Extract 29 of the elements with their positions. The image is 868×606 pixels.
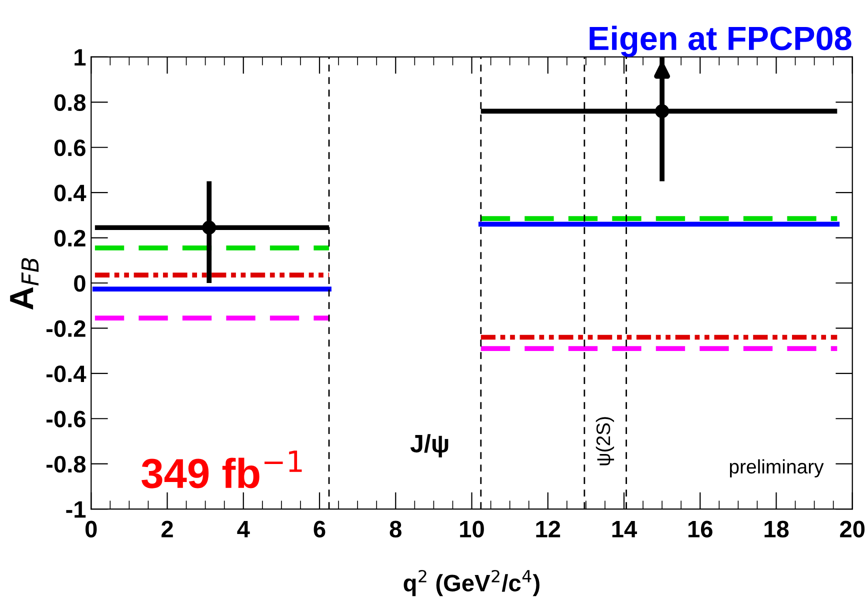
annotation: preliminary (730, 459, 824, 478)
y-tick-label: 0 (74, 275, 86, 292)
annotation: ψ(2S) (596, 417, 614, 466)
x-tick-label: 0 (86, 520, 97, 538)
y-tick-label: -0.6 (46, 410, 86, 428)
x-tick-label: 8 (390, 520, 402, 538)
x-tick-label: 2 (162, 520, 173, 538)
x-tick-label: 14 (612, 521, 638, 538)
x-tick-label: 6 (314, 520, 326, 538)
y-tick-label: 0.6 (54, 139, 86, 156)
annotation: J/ψ (410, 434, 448, 458)
y-axis-title: A$_{FB}$ (10, 258, 39, 310)
annotation: 349 fb$^{−1}$ (142, 450, 302, 488)
y-tick-label: 1 (74, 49, 86, 66)
chart-title: Eigen at FPCP08 (590, 26, 852, 57)
x-tick-label: 4 (237, 521, 250, 538)
x-tick-label: 12 (536, 520, 560, 538)
y-tick-label: -1 (66, 501, 86, 518)
y-tick-label: 0.4 (54, 184, 86, 202)
y-tick-label: -0.2 (46, 320, 86, 337)
x-tick-label: 20 (840, 520, 865, 538)
x-tick-label: 10 (460, 520, 484, 538)
x-axis-title: q$^{2}$ (GeV$^{2}$/c$^{4}$) (404, 570, 540, 596)
x-tick-label: 18 (764, 520, 789, 538)
y-tick-label: 0.2 (54, 230, 86, 247)
y-tick-label: 0.8 (54, 94, 86, 111)
y-tick-label: -0.8 (46, 456, 86, 473)
x-tick-label: 16 (688, 520, 712, 538)
y-tick-label: -0.4 (46, 365, 86, 382)
